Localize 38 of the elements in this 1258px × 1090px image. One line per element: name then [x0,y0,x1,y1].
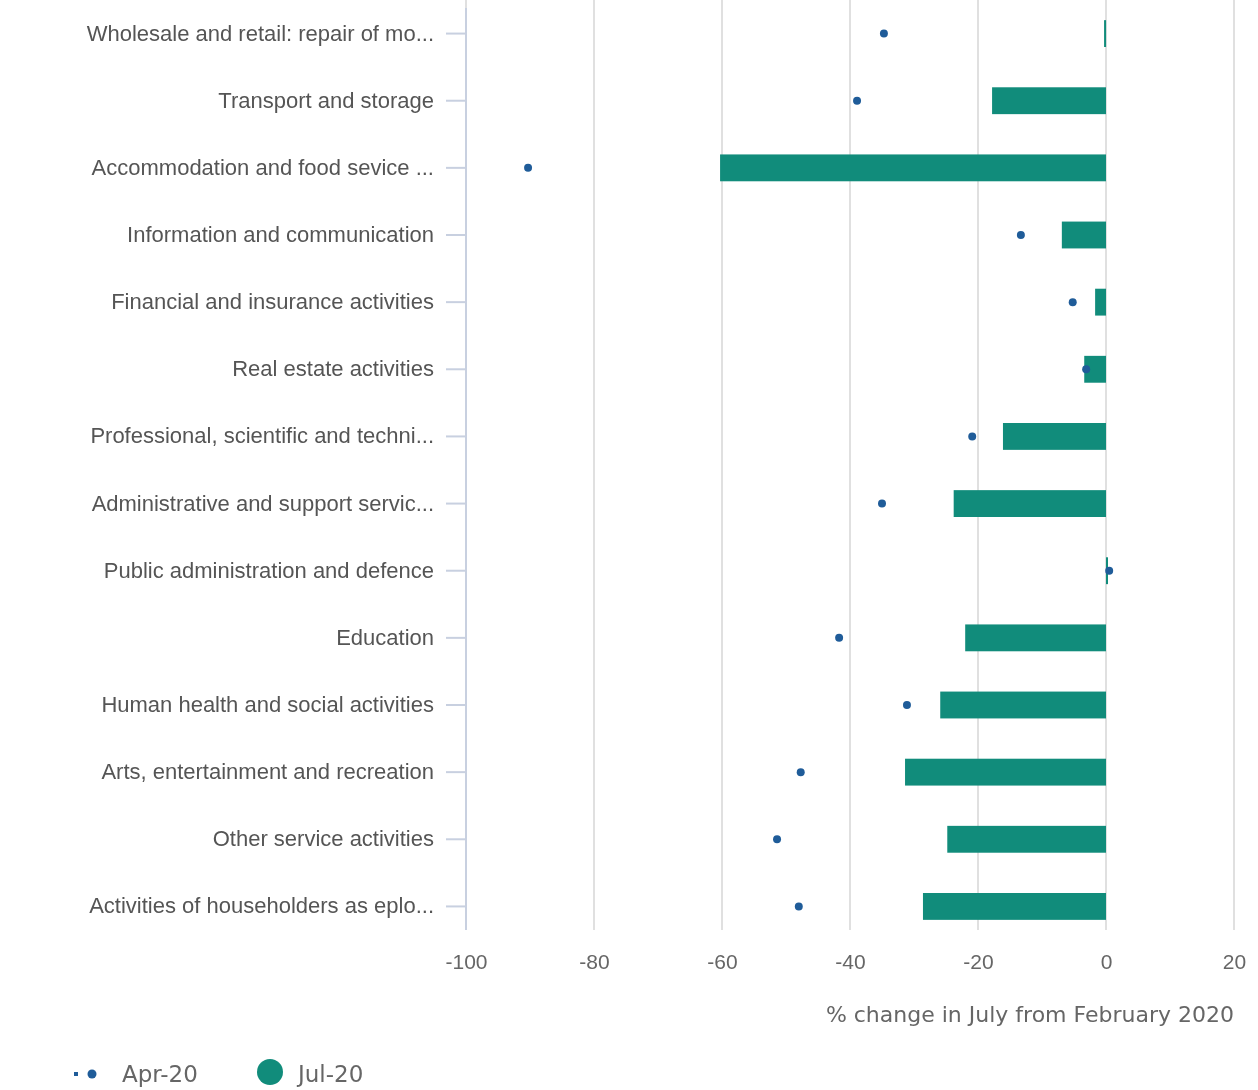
x-tick-label: -20 [963,949,994,973]
y-tick-label: Wholesale and retail: repair of mo... [86,20,434,46]
y-tick-label: Arts, entertainment and recreation [101,759,434,785]
y-tick-label: Professional, scientific and techni... [90,423,434,449]
x-tick-label: 20 [1222,949,1247,973]
x-tick-label: -40 [835,949,866,973]
y-tick-label: Public administration and defence [103,557,434,583]
y-tick-label: Information and communication [127,222,434,248]
point [524,163,533,172]
point [1068,298,1077,307]
point [1016,231,1025,239]
x-tick-label: 0 [1100,949,1113,973]
point [773,835,782,844]
y-tick-label: Financial and insurance activities [111,289,434,315]
point [794,902,803,911]
y-tick-label: Transport and storage [218,87,434,113]
point [835,633,844,642]
legend-label: Apr-20 [122,1061,198,1087]
y-tick-label: Accommodation and food sevice ... [91,154,434,180]
x-tick-label: -100 [445,949,488,973]
x-tick-label: -60 [707,949,738,973]
y-tick-label: Activities of householders as eplo... [89,893,434,919]
point [968,432,977,441]
point [1105,566,1114,575]
x-tick-label: -80 [579,949,610,973]
y-tick-label: Real estate activities [232,356,434,382]
y-tick-label: Human health and social activities [101,692,434,718]
y-tick-label: Other service activities [212,826,434,852]
x-axis-title: % change in July from February 2020 [825,1002,1234,1027]
point [1082,365,1091,374]
point [853,96,862,105]
point [878,499,886,508]
point [796,768,805,777]
legend-label: Jul-20 [296,1061,364,1087]
point [902,701,911,709]
point [879,29,888,38]
y-tick-label: Administrative and support servic... [91,490,434,516]
y-tick-label: Education [336,624,434,650]
